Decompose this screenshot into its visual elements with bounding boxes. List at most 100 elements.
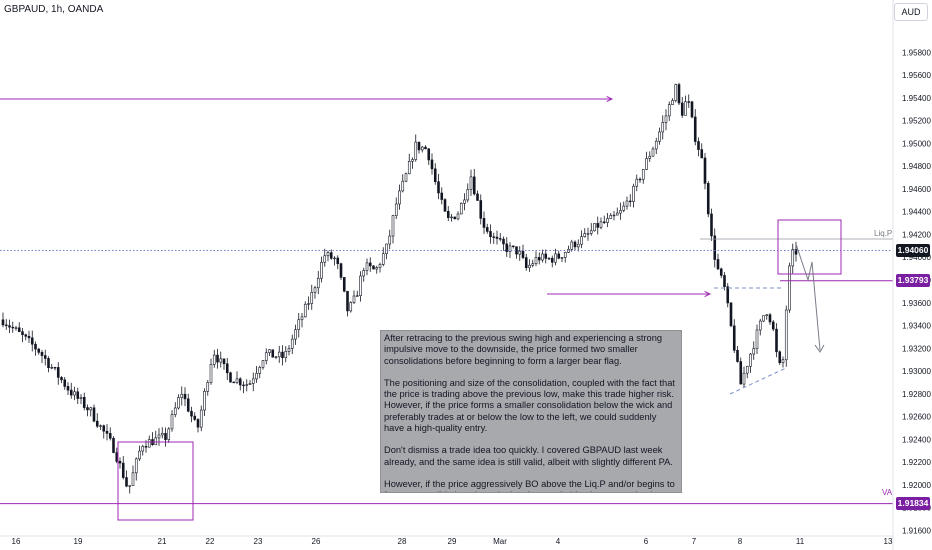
candle-body bbox=[203, 391, 206, 411]
candle-body bbox=[749, 353, 752, 367]
price-tick-label: 1.93000 bbox=[902, 367, 931, 376]
price-tick-label: 1.92200 bbox=[902, 458, 931, 467]
candle-body bbox=[128, 485, 132, 487]
candle-body bbox=[225, 363, 229, 374]
candle-body bbox=[271, 349, 275, 358]
candle-body bbox=[73, 391, 76, 396]
candle-body bbox=[508, 245, 512, 252]
candle-body bbox=[34, 343, 37, 350]
price-tick-label: 1.93600 bbox=[902, 299, 931, 308]
candle-body bbox=[710, 213, 713, 237]
candle-body bbox=[791, 249, 795, 267]
price-tick-label: 1.92600 bbox=[902, 413, 931, 422]
note-paragraph: The positioning and size of the consolid… bbox=[384, 377, 675, 434]
candle-body bbox=[43, 355, 47, 359]
candle-body bbox=[466, 189, 470, 201]
candle-body bbox=[56, 367, 60, 378]
price-tick-label: 1.95200 bbox=[902, 117, 931, 126]
candle-body bbox=[24, 334, 28, 337]
low-zone-box bbox=[117, 441, 194, 521]
candle-body bbox=[589, 230, 593, 234]
candles bbox=[1, 82, 798, 494]
candle-body bbox=[170, 414, 174, 430]
candle-body bbox=[521, 250, 525, 258]
candle-body bbox=[570, 241, 574, 250]
candle-body bbox=[638, 178, 642, 181]
candle-body bbox=[411, 159, 414, 162]
candle-body bbox=[567, 248, 570, 253]
candle-body bbox=[706, 183, 710, 215]
candle-body bbox=[628, 200, 632, 203]
time-tick-label: 19 bbox=[74, 537, 83, 546]
time-tick-label: 21 bbox=[158, 537, 167, 546]
time-tick-label: 8 bbox=[738, 537, 743, 546]
time-tick-label: 26 bbox=[312, 537, 321, 546]
candle-body bbox=[443, 199, 447, 212]
candle-body bbox=[671, 100, 674, 105]
price-tick-label: 1.94200 bbox=[902, 230, 931, 239]
candle-body bbox=[47, 358, 50, 369]
time-tick-label: 13 bbox=[884, 537, 893, 546]
candle-body bbox=[229, 372, 232, 383]
candle-body bbox=[489, 231, 492, 238]
candle-body bbox=[648, 155, 652, 159]
candle-body bbox=[742, 372, 746, 385]
projected-path bbox=[795, 243, 821, 351]
candle-body bbox=[157, 434, 161, 439]
candle-body bbox=[76, 391, 80, 399]
candle-body bbox=[300, 316, 304, 321]
candle-body bbox=[196, 419, 200, 428]
candle-body bbox=[69, 389, 73, 396]
candle-body bbox=[586, 233, 590, 235]
candle-body bbox=[346, 290, 349, 312]
candle-body bbox=[86, 407, 89, 411]
candle-body bbox=[336, 257, 340, 264]
candle-body bbox=[199, 409, 203, 428]
candle-body bbox=[287, 348, 291, 352]
candle-body bbox=[186, 398, 190, 412]
projected-path-head bbox=[814, 344, 825, 353]
flag-level-price-tag: 1.93793 bbox=[896, 274, 930, 288]
candle-body bbox=[277, 351, 281, 358]
candle-body bbox=[381, 253, 385, 265]
candle-body bbox=[576, 243, 580, 248]
currency-button[interactable]: AUD bbox=[894, 3, 928, 21]
candle-body bbox=[1, 319, 5, 326]
price-tick-label: 1.95600 bbox=[902, 71, 931, 80]
candle-body bbox=[609, 215, 613, 219]
candle-body bbox=[778, 351, 782, 364]
candle-body bbox=[50, 367, 54, 369]
candle-body bbox=[736, 350, 739, 362]
candle-body bbox=[495, 236, 499, 239]
candle-body bbox=[14, 327, 18, 329]
candle-body bbox=[177, 397, 180, 409]
candle-body bbox=[372, 265, 375, 270]
price-tick-label: 1.92000 bbox=[902, 481, 931, 490]
candle-body bbox=[781, 359, 785, 364]
candle-body bbox=[30, 337, 34, 345]
candle-body bbox=[554, 253, 557, 263]
candle-body bbox=[17, 327, 21, 332]
candle-body bbox=[417, 141, 421, 151]
candle-body bbox=[537, 257, 541, 261]
candle-body bbox=[612, 214, 616, 217]
candle-body bbox=[235, 378, 239, 383]
price-tick-label: 1.94000 bbox=[902, 253, 931, 262]
candle-body bbox=[63, 379, 67, 387]
time-tick-label: 6 bbox=[644, 537, 649, 546]
candle-body bbox=[212, 354, 216, 365]
candle-body bbox=[762, 315, 765, 322]
candle-body bbox=[138, 450, 141, 460]
candle-body bbox=[21, 331, 24, 336]
candle-body bbox=[53, 367, 57, 369]
candle-body bbox=[768, 314, 772, 323]
candle-body bbox=[398, 190, 401, 205]
candle-body bbox=[680, 102, 684, 116]
candle-body bbox=[313, 287, 317, 293]
time-tick-label: 22 bbox=[206, 537, 215, 546]
candle-body bbox=[414, 141, 418, 160]
candle-body bbox=[502, 238, 505, 245]
price-axis[interactable]: 1.95800 1.95600 1.95400 1.95200 1.95000 1.948… bbox=[892, 0, 931, 550]
time-axis[interactable]: 16 19 21 22 23 26 28 29 Mar 4 6 7 8 11 13 bbox=[0, 535, 893, 546]
